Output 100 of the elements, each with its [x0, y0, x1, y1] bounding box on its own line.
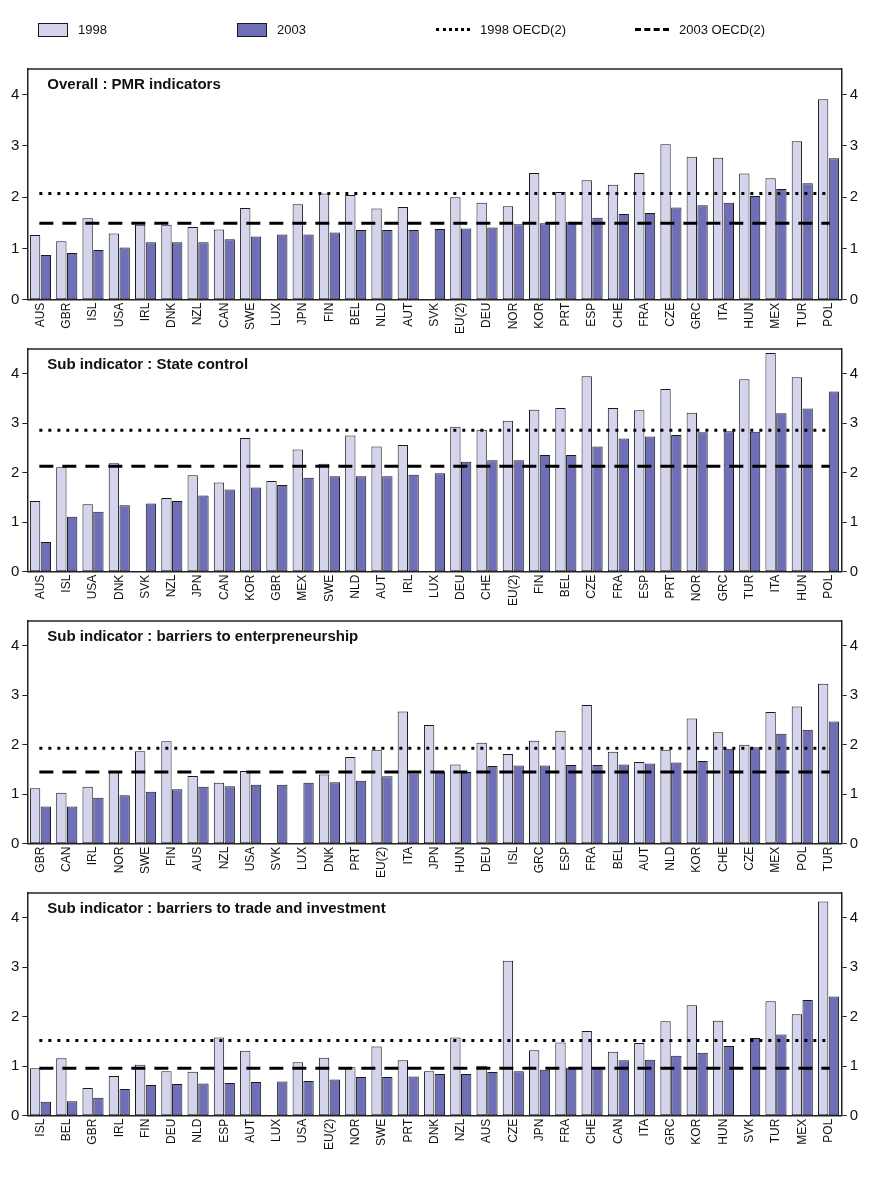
- y2-tick-label: 4: [849, 84, 858, 102]
- x-tick-label: TUR: [742, 574, 757, 600]
- x-tick-label: CHE: [479, 574, 494, 601]
- x-tick-label: IRL: [137, 302, 152, 322]
- x-tick-label: ISL: [32, 1118, 47, 1137]
- legend-label: 2003: [277, 22, 306, 37]
- x-tick-label: JPN: [531, 1118, 546, 1142]
- y2-tick-label: 2: [849, 462, 858, 480]
- x-tick-label: PRT: [348, 846, 363, 871]
- x-tick-label: ISL: [59, 574, 74, 593]
- y-tick-label: 3: [11, 685, 20, 703]
- x-tick-label: EU(2): [321, 1118, 336, 1151]
- x-tick-label: DEU: [479, 846, 494, 873]
- x-tick-label: AUT: [400, 301, 415, 327]
- x-tick-label: AUT: [374, 573, 389, 599]
- y2-tick-label: 0: [849, 289, 858, 307]
- x-tick-label: BEL: [59, 1118, 74, 1142]
- x-tick-label: BEL: [348, 302, 363, 326]
- x-tick-label: USA: [242, 846, 257, 872]
- x-tick-label: NOR: [348, 1118, 363, 1146]
- x-tick-label: SWE: [242, 302, 257, 331]
- x-tick-label: AUS: [479, 1118, 494, 1144]
- chart-title: Overall : PMR indicators: [47, 74, 221, 92]
- y2-tick-label: 3: [849, 957, 858, 975]
- x-tick-label: NLD: [374, 302, 389, 327]
- x-tick-label: EU(2): [505, 574, 520, 607]
- x-tick-label: IRL: [85, 846, 100, 866]
- y-tick-label: 2: [11, 1006, 20, 1024]
- x-tick-label: LUX: [269, 1118, 284, 1143]
- x-tick-label: FIN: [531, 574, 546, 595]
- x-tick-label: ITA: [636, 1118, 651, 1137]
- x-tick-label: KOR: [242, 574, 257, 601]
- x-tick-label: CZE: [663, 302, 678, 327]
- chart-title: Sub indicator : barriers to enterpreneurship: [47, 626, 359, 644]
- y2-tick-label: 2: [849, 734, 858, 752]
- x-tick-label: MEX: [768, 846, 783, 873]
- x-tick-label: DNK: [321, 846, 336, 873]
- x-tick-label: EU(2): [374, 846, 389, 879]
- x-tick-label: GBR: [32, 846, 47, 873]
- x-tick-label: KOR: [689, 1118, 704, 1145]
- x-tick-label: NZL: [164, 574, 179, 598]
- y-tick-label: 1: [11, 512, 20, 530]
- y-tick-label: 4: [11, 84, 20, 102]
- x-tick-label: BEL: [610, 846, 625, 870]
- x-tick-label: CAN: [216, 574, 231, 601]
- x-tick-label: DEU: [479, 302, 494, 329]
- y-tick-label: 0: [11, 1105, 20, 1123]
- x-tick-label: PRT: [663, 574, 678, 599]
- x-tick-label: USA: [85, 574, 100, 600]
- x-tick-label: FIN: [137, 1118, 152, 1139]
- x-tick-label: FIN: [164, 846, 179, 867]
- x-tick-label: MEX: [768, 302, 783, 329]
- y2-tick-label: 3: [849, 413, 858, 431]
- x-tick-label: CZE: [584, 574, 599, 599]
- x-tick-label: DNK: [426, 1118, 441, 1145]
- x-tick-label: CHE: [610, 302, 625, 329]
- x-tick-label: GRC: [531, 846, 546, 874]
- x-tick-label: PRT: [400, 1118, 415, 1143]
- x-tick-label: POL: [820, 574, 835, 599]
- x-tick-label: USA: [295, 1118, 310, 1144]
- x-tick-label: MEX: [794, 1118, 809, 1145]
- chart-title: Sub indicator : barriers to trade and investment: [47, 898, 386, 916]
- x-tick-label: MEX: [295, 574, 310, 601]
- x-tick-label: AUS: [190, 846, 205, 872]
- x-tick-label: POL: [820, 1118, 835, 1143]
- y2-tick-label: 1: [849, 784, 858, 802]
- x-tick-label: ITA: [768, 574, 783, 593]
- y2-tick-label: 4: [849, 907, 858, 925]
- x-tick-label: KOR: [689, 846, 704, 873]
- x-tick-label: NOR: [689, 574, 704, 602]
- x-tick-label: ESP: [216, 1118, 231, 1143]
- x-tick-label: LUX: [295, 846, 310, 871]
- x-tick-label: HUN: [742, 302, 757, 329]
- x-tick-label: JPN: [426, 846, 441, 870]
- x-tick-label: LUX: [269, 302, 284, 327]
- x-tick-label: NOR: [505, 302, 520, 330]
- x-tick-label: NZL: [216, 846, 231, 870]
- x-tick-label: BEL: [558, 574, 573, 598]
- x-tick-label: NOR: [111, 846, 126, 874]
- x-tick-label: EU(2): [453, 302, 468, 335]
- x-tick-label: ESP: [584, 302, 599, 327]
- x-tick-label: JPN: [295, 302, 310, 326]
- x-tick-label: KOR: [531, 302, 546, 329]
- x-tick-label: SVK: [742, 1118, 757, 1143]
- x-tick-label: HUN: [715, 1118, 730, 1145]
- legend-label: 1998 OECD(2): [480, 22, 566, 37]
- y-tick-label: 3: [11, 136, 20, 154]
- y-tick-label: 1: [11, 238, 20, 256]
- legend-label: 2003 OECD(2): [679, 22, 765, 37]
- x-tick-label: TUR: [820, 846, 835, 872]
- x-tick-label: CHE: [715, 846, 730, 873]
- x-tick-label: SVK: [269, 846, 284, 871]
- y-tick-label: 1: [11, 784, 20, 802]
- x-tick-label: CAN: [59, 846, 74, 873]
- x-tick-label: GBR: [85, 1118, 100, 1145]
- y2-tick-label: 0: [849, 833, 858, 851]
- y2-tick-label: 0: [849, 1105, 858, 1123]
- y-tick-label: 0: [11, 561, 20, 579]
- y-tick-label: 3: [11, 413, 20, 431]
- x-tick-label: SVK: [137, 574, 152, 599]
